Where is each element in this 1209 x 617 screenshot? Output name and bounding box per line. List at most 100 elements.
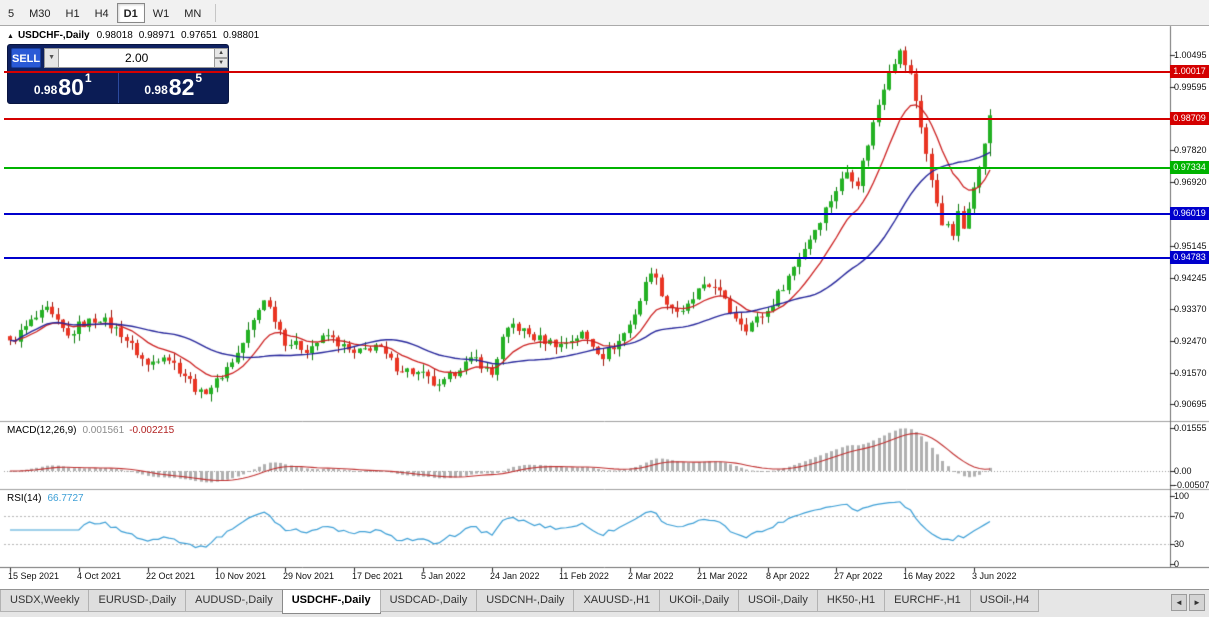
sell-price-pip: 1 [84,71,92,85]
horizontal-line-1.00017[interactable] [4,71,1170,73]
chart-tab-usoil-h4[interactable]: USOil-,H4 [969,590,1040,612]
date-axis-label: 2 Mar 2022 [628,571,674,581]
date-axis-label: 3 Jun 2022 [972,571,1017,581]
timeframe-button-h4[interactable]: H4 [94,7,109,20]
rsi-axis-label: 70 [1174,511,1185,521]
chart-tabs: USDX,Weekly EURUSD-,Daily AUDUSD-,Daily USD… [0,590,1165,614]
price-tick-label: 0.94245 [1174,273,1207,283]
price-line-badge: 1.00017 [1170,65,1209,78]
horizontal-line-0.94783[interactable] [4,257,1170,259]
symbol-title: ▲ USDCHF-,Daily 0.98018 0.98971 0.97651 0.988… [7,30,265,41]
timeframe-toolbar: 5 M30 H1 H4 D1 W1 MN [0,0,1209,26]
lot-spinner: ▲ ▼ [215,48,228,68]
price-line-badge: 0.94783 [1170,251,1209,264]
tab-scroll-buttons: ◄ ► [1165,590,1209,611]
rsi-label: RSI(14) 66.7727 [7,493,84,504]
buy-price-prefix: 0.98 [144,83,168,97]
chart-tab-audusd-daily[interactable]: AUDUSD-,Daily [185,590,283,612]
buy-price[interactable]: 0.98 82 5 [119,71,229,103]
macd-axis-label: -0.00507 [1174,480,1209,490]
chart-tab-usdchf-daily[interactable]: USDCHF-,Daily [281,590,381,614]
chart-tab-eurchf-h1[interactable]: EURCHF-,H1 [884,590,971,612]
date-axis-label: 21 Mar 2022 [697,571,748,581]
buy-price-pip: 5 [195,71,203,85]
one-click-collapse-icon[interactable]: ▲ [7,33,14,40]
chart-tab-usdcad-daily[interactable]: USDCAD-,Daily [379,590,478,612]
chart-tab-eurusd-daily[interactable]: EURUSD-,Daily [88,590,187,612]
sell-price-prefix: 0.98 [33,83,58,97]
price-tick-label: 1.00495 [1174,50,1207,60]
rsi-axis-label: 0 [1174,559,1180,569]
lot-size-control: ▼ ▲ ▼ [44,48,228,68]
timeframe-bar: 5 M30 H1 H4 D1 W1 MN [1,2,209,23]
one-click-trading-panel: SELL ▼ ▲ ▼ BUY 0.98 80 1 0.98 82 5 [7,44,229,104]
tab-scroll-left-icon[interactable]: ◄ [1171,594,1187,611]
macd-axis-label: 0.01555 [1174,423,1207,433]
open-value: 0.98018 [96,30,133,41]
price-tick-label: 0.97820 [1174,145,1207,155]
rsi-value: 66.7727 [47,493,84,504]
horizontal-line-0.97334[interactable] [4,167,1170,169]
lot-spin-down-icon[interactable]: ▼ [215,58,228,68]
toolbar-separator [215,3,217,22]
high-value: 0.98971 [138,30,175,41]
date-axis-label: 11 Feb 2022 [559,571,609,581]
rsi-axis-label: 30 [1174,539,1185,549]
macd-indicator-name: MACD(12,26,9) [7,425,77,436]
sell-button[interactable]: SELL [11,48,42,68]
macd-axis-label: 0.00 [1174,466,1192,476]
price-tick-label: 0.92470 [1174,336,1207,346]
rsi-axis-label: 100 [1174,491,1190,501]
macd-value: 0.001561 [82,425,125,436]
chart-tab-bar: USDX,Weekly EURUSD-,Daily AUDUSD-,Daily USD… [0,589,1209,617]
rsi-indicator-name: RSI(14) [7,493,42,504]
date-axis-label: 24 Jan 2022 [490,571,540,581]
price-line-badge: 0.98709 [1170,112,1209,125]
date-axis-label: 22 Oct 2021 [146,571,196,581]
date-axis-label: 15 Sep 2021 [8,571,60,581]
lot-size-input[interactable] [59,48,216,68]
sell-price[interactable]: 0.98 80 1 [8,71,118,103]
chart-tab-usdx-weekly[interactable]: USDX,Weekly [0,590,90,612]
timeframe-button-d1[interactable]: D1 [116,2,145,23]
price-tick-label: 0.93370 [1174,304,1207,314]
lot-dropdown-icon[interactable]: ▼ [44,48,60,68]
timeframe-button-h1[interactable]: H1 [65,7,80,20]
date-axis-label: 5 Jan 2022 [421,571,466,581]
trade-prices-row: 0.98 80 1 0.98 82 5 [8,71,228,103]
horizontal-line-0.98709[interactable] [4,118,1170,120]
chart-tab-hk50-h1[interactable]: HK50-,H1 [816,590,886,612]
timeframe-button-mn[interactable]: MN [184,7,202,20]
horizontal-line-0.96019[interactable] [4,213,1170,215]
date-axis-label: 8 Apr 2022 [766,571,810,581]
price-line-badge: 0.97334 [1170,161,1209,174]
price-tick-label: 0.96920 [1174,177,1207,187]
date-axis-label: 4 Oct 2021 [77,571,122,581]
chart-tab-xauusd-h1[interactable]: XAUUSD-,H1 [573,590,661,612]
price-tick-label: 0.95145 [1174,241,1207,251]
date-axis-label: 27 Apr 2022 [834,571,883,581]
macd-signal-value: -0.002215 [129,425,175,436]
timeframe-button-w1[interactable]: W1 [152,7,170,20]
date-axis-label: 29 Nov 2021 [283,571,335,581]
date-axis-label: 16 May 2022 [903,571,956,581]
lot-spin-up-icon[interactable]: ▲ [215,48,228,58]
chart-tab-ukoil-daily[interactable]: UKOil-,Daily [659,590,739,612]
close-value: 0.98801 [223,30,260,41]
trade-controls-row: SELL ▼ ▲ ▼ BUY [8,45,228,71]
price-tick-label: 0.99595 [1174,82,1207,92]
date-axis-label: 17 Dec 2021 [352,571,404,581]
tab-scroll-right-icon[interactable]: ► [1189,594,1205,611]
price-line-badge: 0.96019 [1170,207,1209,220]
timeframe-button-5[interactable]: 5 [8,7,15,20]
timeframe-button-m30[interactable]: M30 [29,7,51,20]
chart-tab-usdcnh-daily[interactable]: USDCNH-,Daily [476,590,575,612]
low-value: 0.97651 [180,30,218,41]
chart-tab-usoil-daily[interactable]: USOil-,Daily [737,590,818,612]
buy-price-main: 82 [168,74,195,100]
